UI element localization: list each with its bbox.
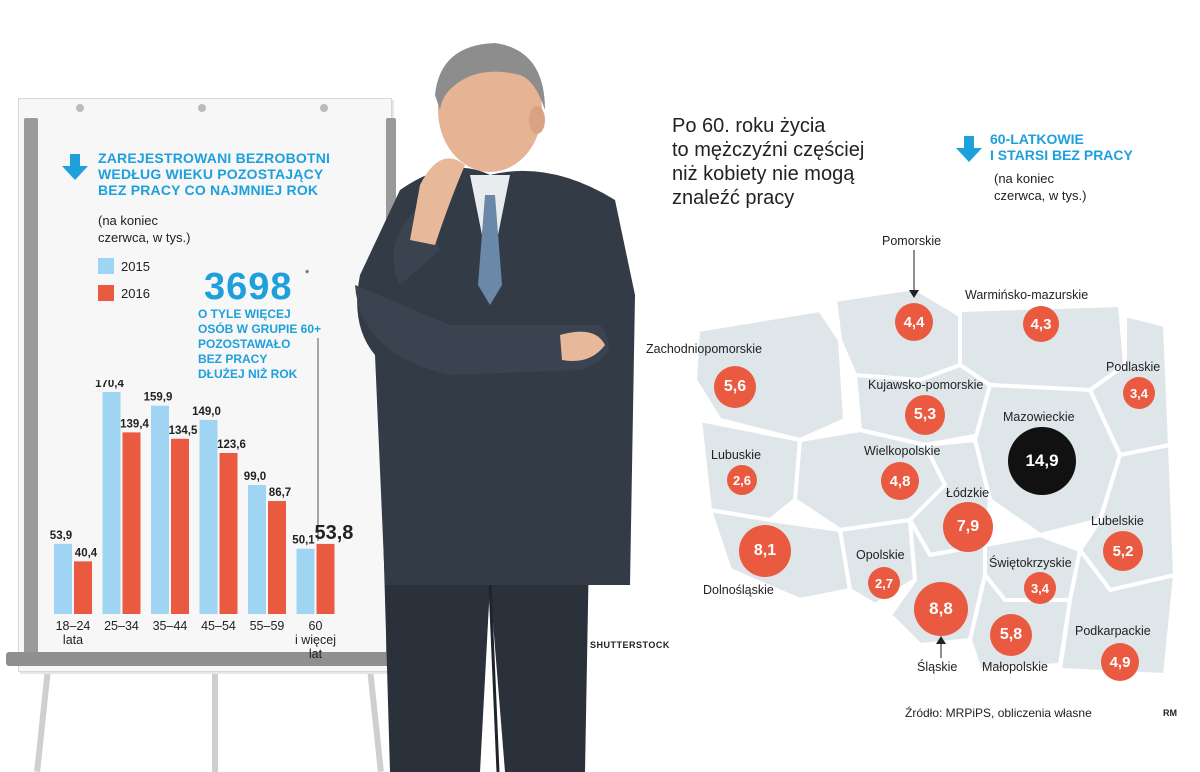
region-label-dolnoslaskie: Dolnośląskie bbox=[703, 583, 774, 597]
category-label: lata bbox=[63, 633, 83, 647]
bubble-lubuskie: 2,6 bbox=[727, 465, 757, 495]
region-label-lubelskie: Lubelskie bbox=[1091, 514, 1144, 528]
category-label: 55–59 bbox=[250, 619, 285, 633]
bubble-lubelskie: 5,2 bbox=[1103, 531, 1143, 571]
bar-value-label: 159,9 bbox=[144, 392, 173, 404]
bar-2015-0 bbox=[54, 543, 72, 614]
easel-tray bbox=[6, 652, 401, 666]
region-label-lubuskie: Lubuskie bbox=[711, 448, 762, 462]
paper-hole bbox=[76, 104, 84, 112]
bar-2016-2 bbox=[171, 438, 189, 614]
pointer-arrow bbox=[936, 636, 946, 658]
region-label-mazowieckie: Mazowieckie bbox=[1003, 410, 1075, 424]
bar-value-label: 50,1 bbox=[292, 535, 315, 547]
category-label: 18–24 bbox=[56, 619, 91, 633]
pointer-arrow bbox=[909, 250, 919, 298]
region-label-kujawsko-pomorskie: Kujawsko-pomorskie bbox=[868, 378, 984, 392]
region-pomorskie bbox=[833, 286, 962, 382]
bar-value-label: 53,8 bbox=[315, 522, 354, 544]
region-podkarpackie bbox=[1058, 548, 1177, 677]
category-label: 60 bbox=[309, 619, 323, 633]
callout-asterisk: * bbox=[305, 268, 310, 280]
legend-label-2016: 2016 bbox=[121, 286, 150, 301]
bar-2016-4 bbox=[268, 501, 286, 614]
businessman-photo bbox=[355, 43, 635, 772]
bubble-lodzkie: 7,9 bbox=[943, 502, 993, 552]
author-initials: RM bbox=[1163, 708, 1177, 718]
bubble-mazowieckie: 14,9 bbox=[1008, 427, 1076, 495]
paper-hole bbox=[320, 104, 328, 112]
region-label-zachodniopomorskie: Zachodniopomorskie bbox=[646, 342, 763, 356]
bar-2016-0 bbox=[74, 561, 92, 614]
bar-value-label: 53,9 bbox=[50, 530, 72, 542]
region-label-swietokrzyskie: Świętokrzyskie bbox=[989, 556, 1072, 570]
bar-value-label: 149,0 bbox=[192, 406, 221, 418]
easel-frame-left bbox=[24, 118, 38, 658]
region-label-warminsko-mazurskie: Warmińsko-mazurskie bbox=[965, 288, 1089, 302]
bubble-zachodniopomorskie: 5,6 bbox=[714, 366, 756, 408]
legend-label-2015: 2015 bbox=[121, 259, 150, 274]
legend-swatch-2016 bbox=[98, 285, 114, 301]
region-label-slaskie: Śląskie bbox=[917, 660, 958, 674]
region-label-podkarpackie: Podkarpackie bbox=[1075, 624, 1151, 638]
chart-title: ZAREJESTROWANI BEZROBOTNI WEDŁUG WIEKU P… bbox=[98, 150, 331, 198]
photo-credit: SHUTTERSTOCK bbox=[590, 640, 670, 650]
legend-swatch-2015 bbox=[98, 258, 114, 274]
callout-description: O TYLE WIĘCEJ OSÓB W GRUPIE 60+ POZOSTAW… bbox=[198, 307, 322, 381]
bar-value-label: 170,4 bbox=[95, 380, 124, 390]
region-label-opolskie: Opolskie bbox=[856, 548, 905, 562]
bar-value-label: 86,7 bbox=[269, 487, 291, 499]
callout-connector bbox=[317, 338, 319, 541]
bubble-dolnoslaskie: 8,1 bbox=[739, 525, 791, 577]
category-label: 45–54 bbox=[201, 619, 236, 633]
callout-number: 3698 bbox=[204, 266, 293, 308]
paper-hole bbox=[198, 104, 206, 112]
bubble-podkarpackie: 4,9 bbox=[1101, 643, 1139, 681]
bubble-wielkopolskie: 4,8 bbox=[881, 462, 919, 500]
easel-leg bbox=[34, 659, 52, 772]
map-title: 60-LATKOWIE I STARSI BEZ PRACY bbox=[990, 131, 1133, 163]
category-label: i więcej bbox=[295, 633, 336, 647]
bar-value-label: 40,4 bbox=[75, 547, 98, 559]
bar-2016-5 bbox=[316, 543, 335, 614]
category-label: 35–44 bbox=[153, 619, 188, 633]
bubble-swietokrzyskie: 3,4 bbox=[1024, 572, 1056, 604]
bar-value-label: 134,5 bbox=[169, 425, 198, 437]
region-label-malopolskie: Małopolskie bbox=[982, 660, 1049, 674]
bubble-warminsko-mazurskie: 4,3 bbox=[1023, 306, 1059, 342]
bar-2016-1 bbox=[122, 432, 141, 614]
bar-value-label: 99,0 bbox=[244, 471, 266, 483]
bubble-pomorskie: 4,4 bbox=[895, 303, 933, 341]
bar-2016-3 bbox=[219, 452, 238, 614]
category-label: 25–34 bbox=[104, 619, 139, 633]
bubble-opolskie: 2,7 bbox=[868, 567, 900, 599]
bubble-malopolskie: 5,8 bbox=[990, 614, 1032, 656]
category-label: lat bbox=[309, 647, 323, 661]
arrow-down-icon bbox=[62, 154, 88, 180]
region-label-podlaskie: Podlaskie bbox=[1106, 360, 1161, 374]
headline: Po 60. roku życia to mężczyźni częściej … bbox=[672, 115, 865, 209]
bubble-podlaskie: 3,4 bbox=[1123, 377, 1155, 409]
region-label-lodzkie: Łódzkie bbox=[946, 486, 990, 500]
map-subtitle: (na koniec czerwca, w tys.) bbox=[994, 171, 1087, 203]
easel-leg bbox=[212, 662, 218, 772]
bubble-kujawsko-pomorskie: 5,3 bbox=[905, 395, 945, 435]
bar-2015-5 bbox=[296, 548, 315, 614]
bubble-slaskie: 8,8 bbox=[914, 582, 968, 636]
source-note: Źródło: MRPiPS, obliczenia własne bbox=[905, 706, 1092, 720]
chart-subtitle: (na koniec czerwca, w tys.) bbox=[98, 213, 191, 245]
arrow-down-icon bbox=[956, 136, 982, 162]
bar-2015-2 bbox=[151, 405, 169, 614]
bar-value-label: 139,4 bbox=[120, 418, 149, 430]
bar-2015-3 bbox=[199, 419, 218, 614]
bar-2015-1 bbox=[102, 392, 121, 614]
region-label-wielkopolskie: Wielkopolskie bbox=[864, 444, 941, 458]
bar-value-label: 123,6 bbox=[217, 439, 246, 451]
bar-2015-4 bbox=[248, 485, 266, 614]
region-label-pomorskie: Pomorskie bbox=[882, 234, 942, 248]
